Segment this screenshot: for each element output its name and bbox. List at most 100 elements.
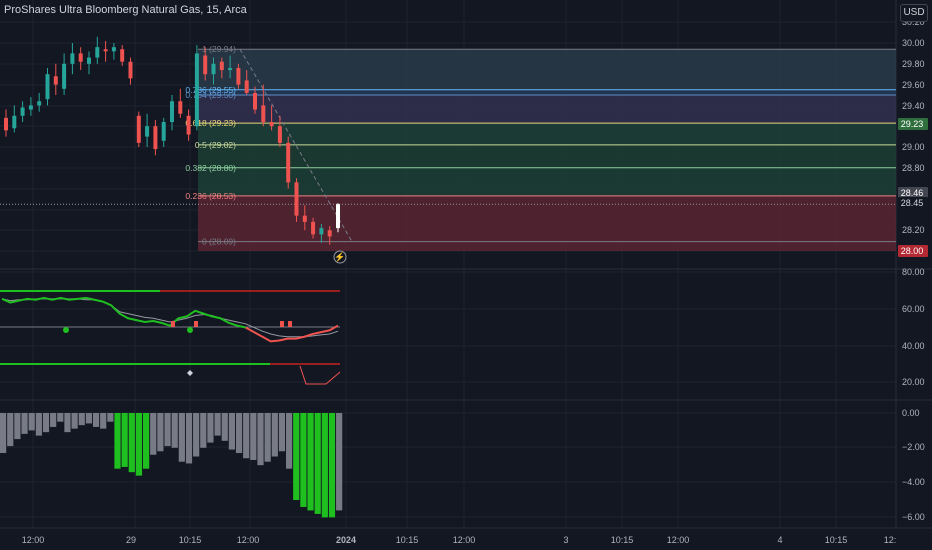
histogram-bar — [228, 413, 235, 450]
price-tick: 28.80 — [902, 163, 925, 173]
price-tag — [898, 197, 928, 209]
time-tick: 10:15 — [396, 535, 419, 545]
fib-level-label: 0.382 (28.80) — [185, 163, 236, 173]
fib-zone — [198, 167, 896, 196]
hist-tick: −2.00 — [902, 442, 925, 452]
osc-trough-line — [299, 365, 341, 385]
hist-tick: 0.00 — [902, 408, 920, 418]
histogram-bar — [307, 413, 314, 511]
osc-tick: 60.00 — [902, 304, 925, 314]
price-candle — [153, 126, 158, 150]
time-tick: 12: — [884, 535, 897, 545]
histogram-bar — [7, 413, 14, 447]
price-candle — [37, 101, 42, 106]
price-candle — [319, 228, 324, 235]
histogram-bar — [221, 413, 228, 441]
price-candle — [211, 63, 216, 75]
price-candle — [311, 221, 316, 235]
time-tick: 2024 — [336, 535, 356, 545]
price-candle — [45, 74, 50, 100]
fib-zone — [198, 89, 896, 95]
histogram-bar — [100, 413, 107, 429]
histogram-bar — [235, 413, 243, 454]
histogram-bar — [28, 413, 35, 431]
price-candle — [78, 53, 83, 62]
osc-sell-marker — [288, 321, 292, 327]
hist-tick: −4.00 — [902, 477, 925, 487]
histogram-bar — [164, 413, 171, 447]
histogram-bar — [71, 413, 78, 429]
osc-sell-marker — [194, 321, 198, 327]
time-tick: 10:15 — [825, 535, 848, 545]
histogram-bar — [171, 413, 178, 448]
fib-level-label: 0.764 (29.50) — [185, 90, 236, 100]
histogram-bar — [157, 413, 164, 452]
histogram-bar — [200, 413, 207, 448]
fib-level-label: 1 (29.94) — [202, 44, 236, 54]
histogram-bar — [293, 413, 300, 500]
price-candle — [145, 126, 150, 137]
fib-level-label: 0.786 (29.55) — [185, 85, 236, 95]
histogram-bar — [278, 413, 286, 452]
price-candle — [120, 49, 125, 62]
histogram-bar — [150, 413, 157, 455]
price-candle — [186, 115, 191, 135]
price-candle — [62, 63, 67, 89]
histogram-bar — [328, 413, 336, 518]
time-tick: 12:00 — [22, 535, 45, 545]
histogram-bar — [336, 413, 343, 511]
price-tag — [898, 118, 928, 130]
price-candle — [277, 126, 282, 143]
histogram-bar — [286, 413, 293, 469]
time-tick: 29 — [126, 535, 136, 545]
price-candle — [4, 117, 8, 131]
price-candle — [12, 115, 17, 129]
price-candle — [327, 230, 332, 237]
fib-zone — [198, 144, 896, 168]
histogram-bar — [135, 413, 143, 476]
histogram-bar — [35, 413, 42, 436]
histogram-bar — [121, 413, 128, 467]
histogram-bar — [214, 413, 221, 436]
price-candle — [170, 101, 174, 123]
osc-buy-marker — [187, 327, 193, 333]
price-candle — [194, 53, 199, 127]
event-icon — [333, 250, 347, 264]
fib-level-label: 0 (28.09) — [202, 237, 236, 247]
time-tick: 10:15 — [611, 535, 634, 545]
histogram-bar — [114, 413, 121, 469]
price-candle — [302, 215, 307, 222]
time-tick: 12:00 — [453, 535, 476, 545]
histogram-bar — [271, 413, 278, 457]
histogram-bar — [178, 413, 185, 462]
time-tick: 4 — [777, 535, 782, 545]
price-candle — [244, 80, 249, 93]
price-tag-label: 29.23 — [901, 119, 924, 129]
price-tag — [898, 187, 928, 199]
price-tick: 29.80 — [902, 59, 925, 69]
histogram-bar — [107, 413, 114, 422]
lightning-icon: ⚡ — [334, 251, 345, 263]
price-candle — [178, 101, 183, 114]
price-candle — [261, 105, 266, 123]
price-tag — [898, 245, 928, 257]
histogram-bar — [64, 413, 71, 433]
time-tick: 10:15 — [179, 535, 202, 545]
hist-tick: −6.00 — [902, 512, 925, 522]
currency-button[interactable]: USD — [900, 4, 928, 22]
time-tick: 3 — [563, 535, 568, 545]
price-candle — [28, 105, 33, 110]
histogram-bar — [42, 413, 50, 433]
price-candle — [161, 122, 166, 141]
price-tick: 29.60 — [902, 80, 925, 90]
histogram-bar — [143, 413, 150, 469]
price-candle — [236, 67, 241, 85]
price-candle — [103, 49, 108, 52]
histogram-bar — [0, 413, 7, 454]
price-candle — [228, 67, 233, 71]
price-candle — [203, 55, 208, 75]
histogram-bar — [78, 413, 85, 426]
symbol-title: ProShares Ultra Bloomberg Natural Gas, 1… — [4, 4, 247, 16]
histogram-bar — [14, 413, 21, 440]
